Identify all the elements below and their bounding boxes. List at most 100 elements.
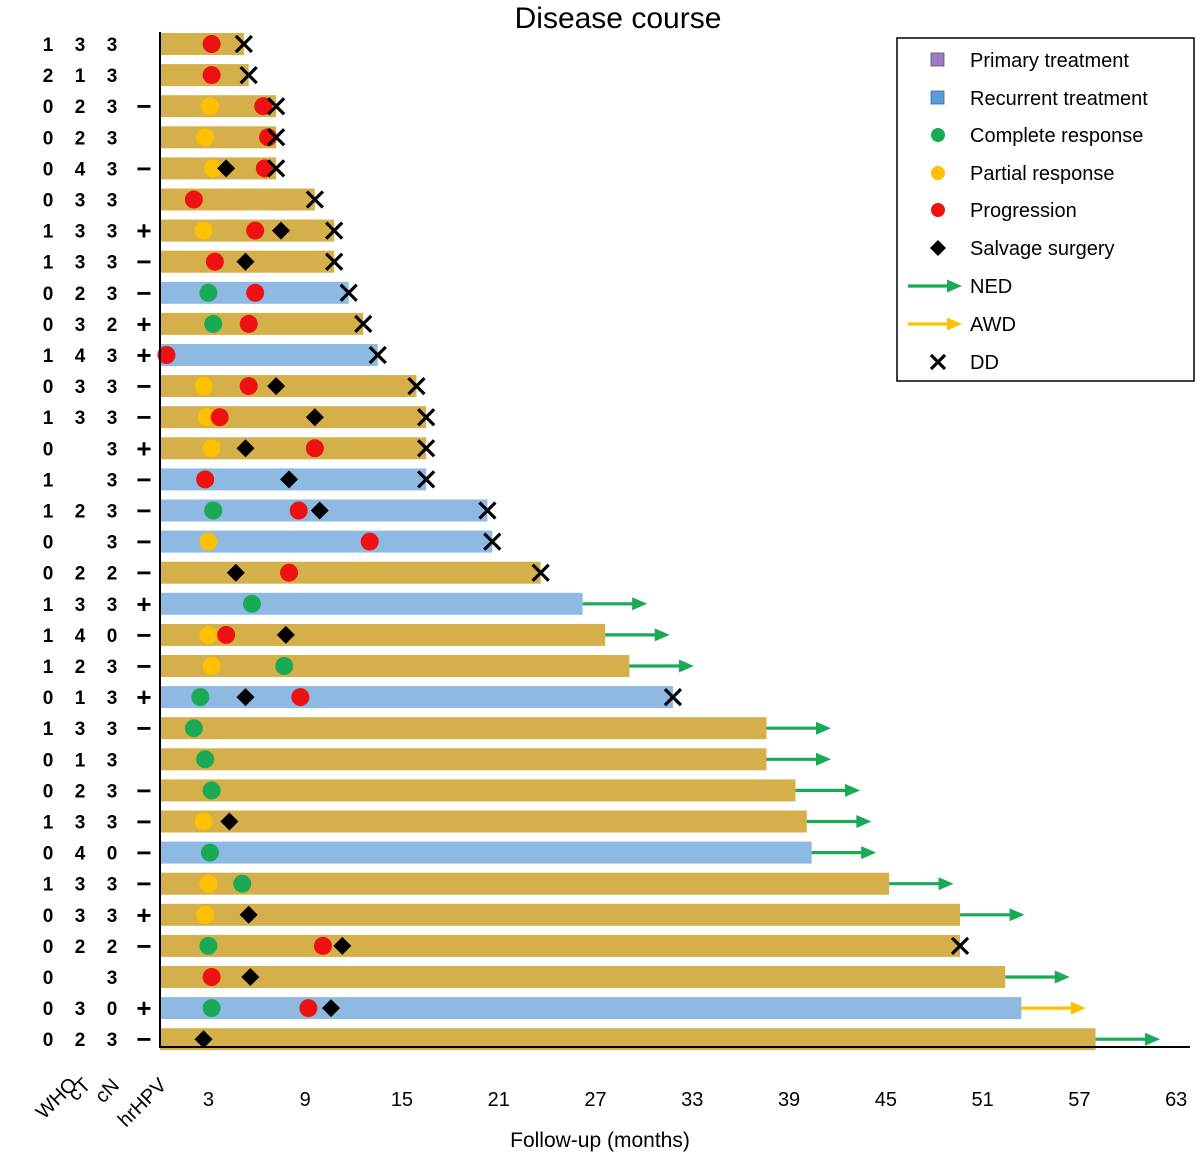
legend-salvage-swatch (930, 240, 946, 256)
progression-marker (202, 968, 221, 986)
cn-value: 3 (107, 533, 118, 554)
legend-pr-label: Partial response (970, 163, 1115, 185)
hrhpv-value: − (136, 1024, 151, 1054)
dd-marker (417, 408, 436, 427)
who-value: 1 (43, 35, 54, 56)
who-value: 0 (43, 564, 54, 585)
who-value: 1 (43, 626, 54, 647)
chart-title: Disease course (515, 2, 722, 35)
dd-marker-stroke-b (950, 936, 970, 956)
cn-value: 3 (107, 470, 118, 491)
partial-response-marker (199, 625, 218, 644)
ct-value: 3 (75, 377, 86, 398)
progression-marker (280, 563, 299, 582)
patient-row: 0 2 2− (43, 558, 550, 588)
progression-marker (291, 688, 310, 707)
who-value: 0 (43, 1030, 54, 1051)
ned-arrow-head (1009, 908, 1025, 922)
ct-value: 4 (75, 844, 86, 865)
dd-marker-stroke-b (305, 190, 324, 209)
x-axis-label: Follow-up (months) (510, 1129, 690, 1152)
ct-value: 2 (75, 128, 86, 149)
who-value: 1 (43, 346, 54, 367)
who-value: 0 (43, 439, 54, 460)
hrhpv-value: − (136, 651, 151, 681)
ct-value: 3 (75, 595, 86, 616)
dd-marker (483, 532, 502, 551)
recurrent-treatment-bar (160, 997, 1022, 1020)
recurrent-treatment-bar (160, 841, 812, 864)
dd-marker (354, 314, 373, 334)
dd-marker-stroke-b (234, 34, 254, 54)
primary-treatment-bar (160, 561, 541, 584)
salvage-surgery-marker (217, 159, 236, 178)
recurrent-treatment-bar (160, 530, 493, 553)
patient-row: 0 2 3− (43, 91, 286, 121)
salvage-surgery-marker (321, 999, 340, 1018)
hrhpv-value: + (136, 433, 151, 463)
primary-treatment-bar (160, 33, 244, 55)
ned-arrow (766, 721, 832, 735)
cn-value: 3 (107, 439, 118, 460)
salvage-surgery-marker (220, 812, 239, 831)
who-value: 0 (43, 191, 54, 212)
progression-marker (202, 35, 221, 53)
hrhpv-value: − (136, 807, 151, 837)
legend-recurrent-swatch (930, 90, 945, 105)
who-value: 0 (43, 937, 54, 958)
x-tick-label-15: 15 (391, 1089, 413, 1111)
progression-marker (289, 501, 308, 520)
dd-marker (305, 190, 324, 209)
complete-response-marker (199, 936, 218, 955)
dd-marker-stroke-b (239, 65, 258, 85)
ned-arrow (1095, 1032, 1161, 1046)
dd-marker (339, 283, 358, 302)
legend-recurrent-label: Recurrent treatment (970, 88, 1148, 110)
ct-value: 2 (75, 502, 86, 523)
cn-value: 3 (107, 595, 118, 616)
x-tick-label-51: 51 (972, 1089, 994, 1111)
primary-treatment-bar (160, 872, 890, 895)
partial-response-marker (199, 874, 218, 893)
who-value: 1 (43, 408, 54, 429)
cn-value: 3 (107, 657, 118, 678)
who-value: 1 (43, 595, 54, 616)
primary-treatment-bar (160, 655, 630, 677)
ct-value: 3 (75, 253, 86, 274)
x-tick-label-3: 3 (203, 1089, 214, 1111)
primary-treatment-bar (160, 903, 961, 926)
progression-marker (313, 936, 332, 955)
legend-ned-arrow (908, 279, 962, 293)
dd-marker (478, 501, 497, 520)
cn-value: 3 (107, 97, 118, 118)
salvage-surgery-marker (280, 470, 299, 489)
patient-row: 0 4 0− (43, 838, 877, 868)
ct-value: 3 (75, 813, 86, 834)
awd-arrow (1021, 1001, 1086, 1015)
dd-marker (239, 65, 258, 85)
ned-arrow (889, 877, 954, 891)
hrhpv-value: − (136, 464, 151, 494)
patient-row: 1 3 3− (43, 869, 954, 899)
ct-value: 3 (75, 999, 86, 1020)
progression-marker (210, 408, 229, 427)
patient-row: 1 4 3 + (43, 340, 387, 370)
ct-value: 3 (75, 408, 86, 429)
column-headers: WHO cT cN hrHPV (32, 1073, 172, 1131)
cn-value: 3 (107, 253, 118, 274)
dd-marker (267, 97, 286, 116)
cn-value: 3 (107, 222, 118, 243)
patient-row: 1 4 0− (43, 620, 670, 650)
col-header-hrhpv: hrHPV (114, 1074, 172, 1132)
dd-marker-stroke-b (417, 470, 436, 489)
who-value: 1 (43, 657, 54, 678)
cn-value: 3 (107, 191, 118, 212)
progression-marker (217, 625, 236, 644)
salvage-surgery-marker (333, 936, 352, 955)
who-value: 0 (43, 844, 54, 865)
complete-response-marker (233, 874, 252, 893)
partial-response-marker (196, 128, 215, 147)
cn-value: 3 (107, 66, 118, 87)
